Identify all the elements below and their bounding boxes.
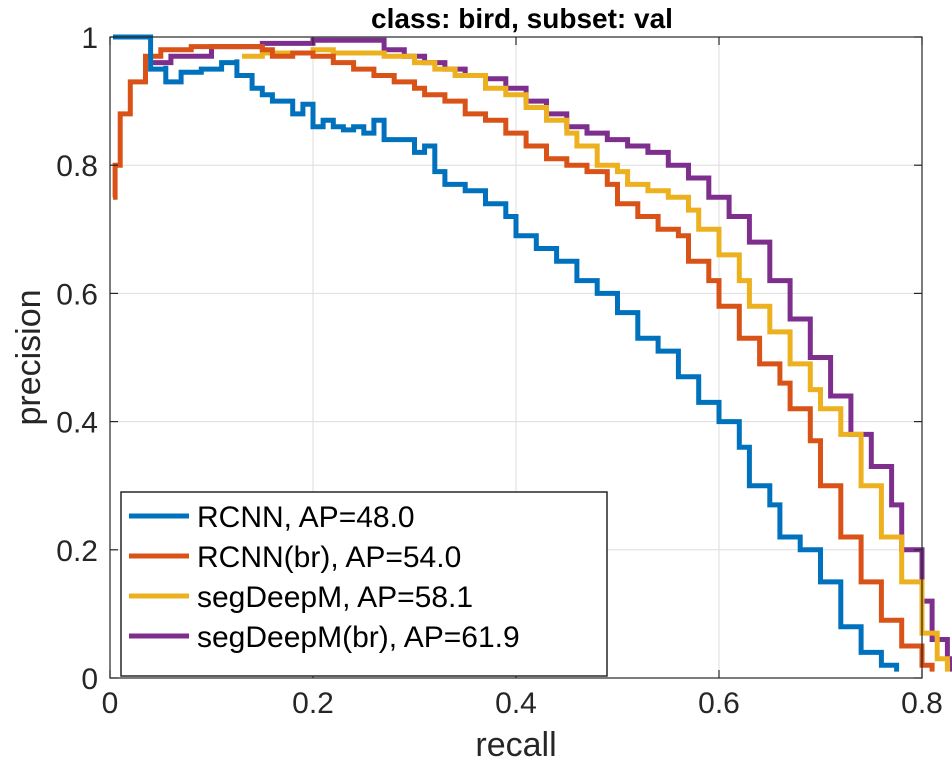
legend: RCNN, AP=48.0 RCNN(br), AP=54.0 segDeepM, … [120,491,608,677]
y-tick-label: 0.2 [56,535,98,568]
legend-box [120,491,608,677]
y-tick-label: 0.4 [56,407,98,440]
series-line-segdeepm [242,47,950,672]
ticks: 0 0.2 0.4 0.6 0.8 0 0.2 0.4 0.6 0.8 1 [56,22,943,720]
legend-label: segDeepM, AP=58.1 [197,581,473,614]
series-line-rcnn-br [112,44,935,672]
legend-label: segDeepM(br), AP=61.9 [197,621,520,654]
x-tick-label: 0 [102,687,119,720]
x-tick-label: 0.6 [698,687,740,720]
x-tick-label: 0.2 [292,687,334,720]
x-tick-label: 0.8 [901,687,943,720]
y-axis-title: precision [10,289,48,425]
series-line-segdeepm-br [150,37,952,672]
chart-title: class: bird, subset: val [371,3,673,34]
x-tick-label: 0.4 [495,687,537,720]
series-line-rcnn [113,34,900,672]
y-tick-label: 0 [81,663,98,696]
legend-label: RCNN(br), AP=54.0 [197,541,461,574]
series-layer [112,34,952,672]
x-axis-title: recall [475,726,556,764]
y-tick-label: 0.8 [56,150,98,183]
y-tick-label: 0.6 [56,278,98,311]
y-tick-label: 1 [81,22,98,55]
legend-label: RCNN, AP=48.0 [197,501,415,534]
